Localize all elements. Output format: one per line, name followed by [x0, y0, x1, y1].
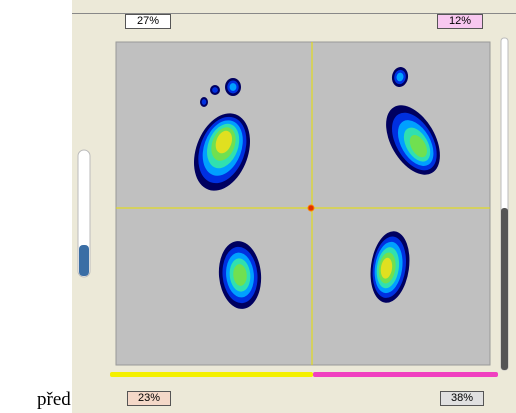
- balance-left: [110, 372, 313, 377]
- pressure-blob: [202, 99, 207, 105]
- left-slider-fill: [79, 245, 89, 276]
- pressure-blob: [230, 83, 237, 91]
- screen: 27% 12% 23% 38% před: [0, 0, 516, 413]
- pressure-map: [0, 0, 516, 413]
- pressure-blob: [212, 87, 218, 93]
- scrollbar-thumb: [501, 208, 508, 370]
- label-bottom-right: 38%: [440, 391, 484, 406]
- caption: před: [37, 389, 71, 411]
- balance-right: [313, 372, 498, 377]
- label-bottom-left: 23%: [127, 391, 171, 406]
- map-area: [116, 42, 490, 365]
- center-point: [308, 205, 314, 211]
